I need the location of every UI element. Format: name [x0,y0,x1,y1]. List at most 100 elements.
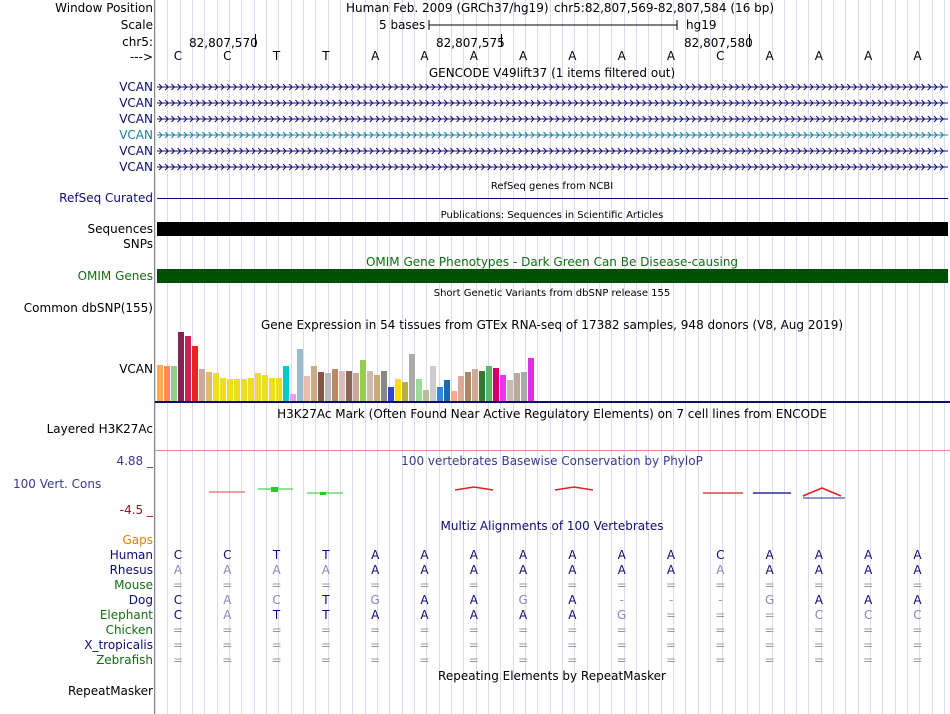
alignment-base: = [419,578,430,592]
gtex-tissue-bar[interactable] [318,372,324,401]
gtex-tissue-bar[interactable] [276,378,282,401]
multiz-species-label[interactable]: Chicken [105,623,153,637]
gtex-tissue-bar[interactable] [192,346,198,401]
gtex-tissue-bar[interactable] [353,373,359,401]
gtex-tissue-bar[interactable] [213,373,219,401]
ruler-tick-label: 82,807,570 [189,36,258,50]
refseq-track-label[interactable]: RefSeq Curated [59,191,153,205]
phylop-track-label[interactable]: 100 Vert. Cons [13,477,102,491]
multiz-species-label[interactable]: Mouse [114,578,153,592]
gtex-tissue-bar[interactable] [479,371,485,401]
gtex-tissue-bar[interactable] [269,378,275,401]
gencode-transcript-line[interactable] [157,130,948,140]
dbsnp-track-label[interactable]: Common dbSNP(155) [23,301,153,315]
alignment-base: = [222,653,233,667]
gtex-tissue-bar[interactable] [304,376,310,401]
multiz-species-label[interactable]: X_tropicalis [84,638,153,652]
gtex-tissue-bar[interactable] [157,365,163,401]
gencode-transcript-label[interactable]: VCAN [119,160,153,174]
gtex-tissue-bar[interactable] [339,371,345,401]
gencode-transcript-line[interactable] [157,114,948,124]
alignment-base: = [419,653,430,667]
gencode-transcript-label[interactable]: VCAN [119,128,153,142]
gtex-tissue-bar[interactable] [451,391,457,401]
gtex-tissue-bar[interactable] [395,379,401,401]
gencode-transcript-line[interactable] [157,162,948,172]
gencode-transcript-line[interactable] [157,98,948,108]
gtex-tissue-bar[interactable] [374,375,380,401]
repeatmasker-track-label[interactable]: RepeatMasker [67,684,153,698]
omim-track-label[interactable]: OMIM Genes [77,269,153,283]
gencode-transcript-label[interactable]: VCAN [119,96,153,110]
alignment-base: = [912,578,923,592]
gtex-tissue-bar[interactable] [255,373,261,401]
gtex-track-label[interactable]: VCAN [119,362,153,376]
gtex-tissue-bar[interactable] [248,378,254,401]
alignment-base: A [223,563,232,577]
gtex-tissue-bar[interactable] [472,369,478,401]
gtex-tissue-bar[interactable] [437,387,443,401]
refseq-gene-line[interactable] [157,198,948,199]
omim-feature[interactable] [157,269,948,283]
alignment-base: A [321,563,330,577]
gtex-tissue-bar[interactable] [199,369,205,401]
gtex-tissue-bar[interactable] [346,371,352,401]
gtex-tissue-bar[interactable] [325,373,331,401]
sequences-feature[interactable] [157,222,948,236]
alignment-base: A [814,548,823,562]
gtex-tissue-bar[interactable] [528,358,534,401]
gtex-tissue-bar[interactable] [430,366,436,401]
gtex-tissue-bar[interactable] [500,375,506,401]
gtex-tissue-bar[interactable] [220,378,226,401]
sequences-label[interactable]: Sequences [87,222,153,236]
snps-label[interactable]: SNPs [123,237,153,251]
gtex-tissue-bar[interactable] [521,372,527,401]
gtex-tissue-bar[interactable] [514,373,520,401]
multiz-species-label[interactable]: Dog [128,593,153,607]
gtex-tissue-bar[interactable] [185,336,191,401]
gtex-tissue-bar[interactable] [360,360,366,401]
gencode-transcript-line[interactable] [157,146,948,156]
multiz-species-label[interactable]: Human [109,548,153,562]
gtex-tissue-bar[interactable] [465,372,471,401]
position-text[interactable]: chr5:82,807,569-82,807,584 (16 bp) [554,1,775,15]
multiz-species-label[interactable]: Elephant [99,608,153,622]
gtex-tissue-bar[interactable] [332,369,338,401]
gtex-bar-chart[interactable] [157,332,537,401]
gtex-tissue-bar[interactable] [297,349,303,401]
h3k27ac-track-label[interactable]: Layered H3K27Ac [46,422,153,436]
alignment-base: A [666,548,676,562]
gtex-tissue-bar[interactable] [227,379,233,401]
gtex-tissue-bar[interactable] [283,366,289,401]
gtex-tissue-bar[interactable] [381,371,387,401]
gtex-tissue-bar[interactable] [171,366,177,401]
gtex-tissue-bar[interactable] [178,332,184,401]
gtex-tissue-bar[interactable] [493,368,499,401]
gtex-tissue-bar[interactable] [290,394,296,401]
gtex-tissue-bar[interactable] [234,379,240,401]
gencode-transcript-label[interactable]: VCAN [119,144,153,158]
multiz-species-label[interactable]: Rhesus [109,563,153,577]
gtex-tissue-bar[interactable] [458,376,464,401]
gtex-tissue-bar[interactable] [402,382,408,401]
phylop-signal[interactable] [155,470,950,510]
gtex-tissue-bar[interactable] [416,379,422,401]
gencode-transcript-label[interactable]: VCAN [119,112,153,126]
multiz-species-label[interactable]: Zebrafish [96,653,153,667]
gtex-tissue-bar[interactable] [311,366,317,401]
gtex-tissue-bar[interactable] [241,379,247,401]
gtex-tissue-bar[interactable] [444,380,450,401]
gtex-tissue-bar[interactable] [507,380,513,401]
gtex-tissue-bar[interactable] [486,366,492,401]
alignment-base: = [172,578,184,592]
gtex-tissue-bar[interactable] [388,387,394,401]
gtex-tissue-bar[interactable] [367,371,373,401]
gtex-tissue-bar[interactable] [262,375,268,401]
alignment-base: = [518,623,529,637]
gencode-transcript-line[interactable] [157,82,948,92]
gtex-tissue-bar[interactable] [164,366,170,401]
gencode-transcript-label[interactable]: VCAN [119,80,153,94]
gtex-tissue-bar[interactable] [206,372,212,401]
gtex-tissue-bar[interactable] [409,354,415,401]
gtex-tissue-bar[interactable] [423,390,429,401]
